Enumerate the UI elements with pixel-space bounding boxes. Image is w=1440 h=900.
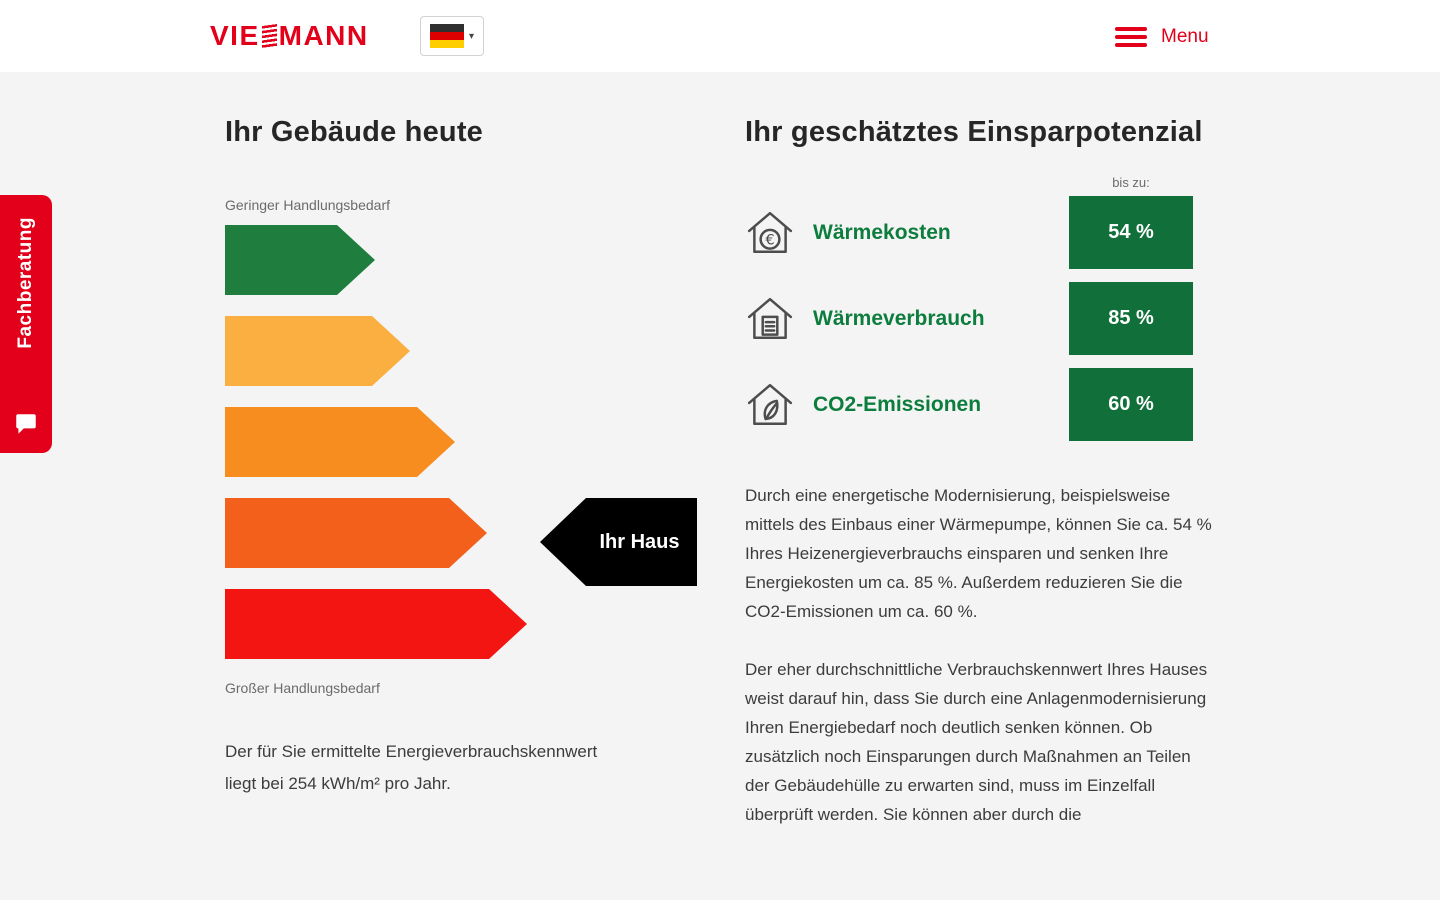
saving-value-badge: 60 % — [1069, 368, 1193, 441]
svg-text:€: € — [765, 231, 774, 248]
house-leaf-icon — [745, 380, 795, 430]
savings-potential-section: Ihr geschätztes Einsparpotenzial bis zu:… — [745, 116, 1213, 858]
saving-label: Wärmeverbrauch — [813, 306, 985, 330]
building-today-section: Ihr Gebäude heute Geringer Handlungsbeda… — [225, 116, 707, 800]
fachberatung-tab[interactable]: Fachberatung — [0, 195, 52, 453]
saving-row-co2-emissions: CO2-Emissionen 60 % — [745, 368, 1213, 441]
energy-arrow-level-1 — [225, 225, 375, 295]
energy-arrow-level-5 — [225, 589, 527, 659]
savings-paragraph-1: Durch eine energetische Modernisierung, … — [745, 486, 1212, 621]
fachberatung-label: Fachberatung — [15, 217, 36, 349]
header: VIE MANN ▾ Menu — [0, 0, 1440, 72]
saving-value-badge: 54 % — [1069, 196, 1193, 269]
logo-s-coil-icon — [261, 23, 277, 49]
german-flag-icon — [429, 24, 464, 48]
house-meter-icon — [745, 294, 795, 344]
saving-label: CO2-Emissionen — [813, 392, 982, 416]
energy-arrow-level-4 — [225, 498, 487, 568]
up-to-label: bis zu: — [1112, 175, 1150, 190]
energy-scale-arrows — [225, 225, 707, 659]
logo-text-prefix: VIE — [210, 20, 260, 51]
energy-scale: Ihr Haus — [225, 225, 707, 659]
savings-description: Durch eine energetische Modernisierung, … — [745, 481, 1213, 829]
hamburger-icon — [1115, 27, 1147, 47]
menu-label: Menu — [1161, 26, 1209, 47]
chevron-down-icon: ▾ — [468, 30, 475, 42]
energy-arrow-level-3 — [225, 407, 455, 477]
logo-text-suffix: MANN — [278, 20, 369, 51]
saving-row-heat-consumption: Wärmeverbrauch 85 % — [745, 282, 1213, 355]
saving-value-badge: 85 % — [1069, 282, 1193, 355]
building-today-title: Ihr Gebäude heute — [225, 116, 483, 148]
savings-paragraph-2: Der eher durchschnittliche Verbrauchsken… — [745, 660, 1208, 824]
your-house-marker-label: Ihr Haus — [599, 530, 680, 553]
chat-bubble-icon — [13, 411, 39, 437]
house-euro-icon: € — [745, 208, 795, 258]
menu-button[interactable]: Menu — [1115, 26, 1209, 48]
consumption-note: Der für Sie ermittelte Energieverbrauchs… — [225, 742, 598, 793]
saving-label: Wärmekosten — [813, 220, 951, 244]
scale-top-label: Geringer Handlungsbedarf — [225, 197, 390, 213]
energy-arrow-level-2 — [225, 316, 410, 386]
saving-row-heating-costs: € Wärmekosten 54 % — [745, 196, 1213, 269]
viessmann-logo: VIE MANN — [210, 21, 369, 51]
savings-title: Ihr geschätztes Einsparpotenzial — [745, 116, 1203, 148]
scale-bottom-label: Großer Handlungsbedarf — [225, 680, 380, 696]
language-selector[interactable]: ▾ — [420, 16, 484, 56]
